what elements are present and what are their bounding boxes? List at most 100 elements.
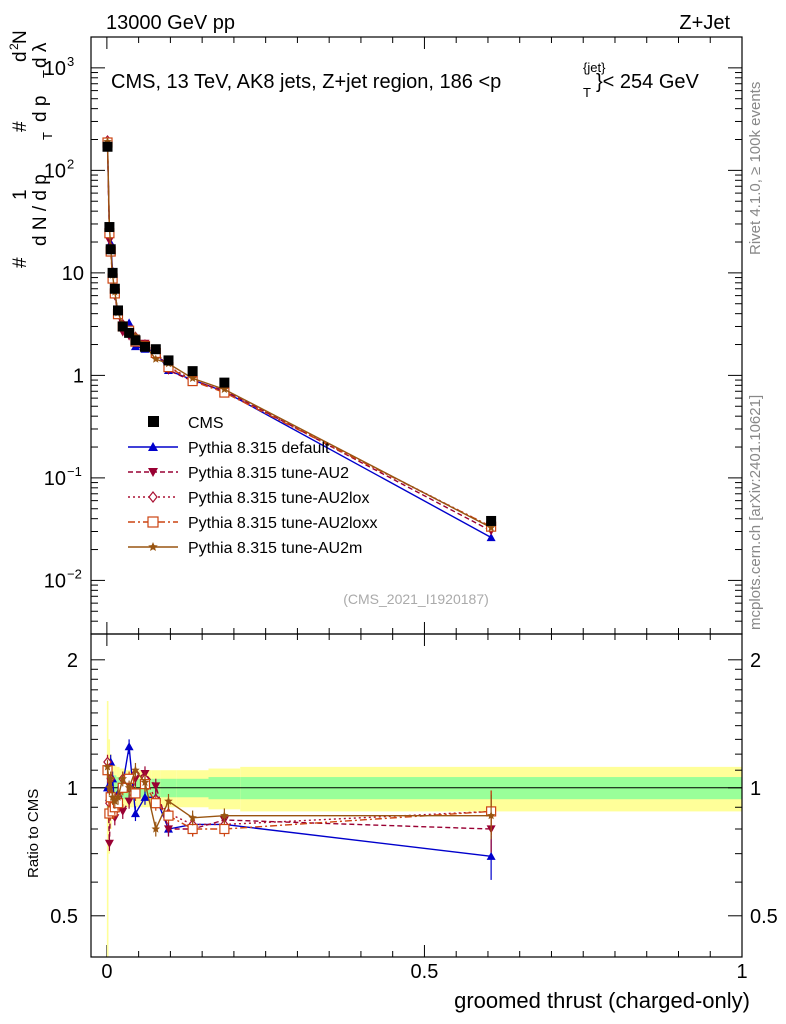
y-tick-exponent: −2: [67, 566, 82, 581]
ratio-tick-label-right: 1: [750, 778, 761, 800]
x-tick-label: 0: [101, 961, 112, 983]
series-point-4: [188, 373, 197, 383]
y-tick-label: 10: [44, 570, 66, 592]
ratio-tick-label: 0.5: [50, 906, 78, 928]
ratio-point-1: [124, 797, 134, 806]
ratio-point-4: [164, 796, 173, 805]
data-point: [105, 244, 116, 255]
series-line-3: [106, 142, 492, 528]
side-label-top: Rivet 4.1.0, ≥ 100k events: [747, 82, 764, 255]
data-point: [109, 283, 120, 294]
ratio-point-4: [151, 824, 161, 833]
ratio-point-4: [110, 796, 120, 805]
ylabel-d2n-n: N: [10, 30, 31, 44]
ylabel-t2: T: [40, 70, 55, 78]
data-point: [219, 377, 230, 388]
y-axis-label: # 1 d N / d p T # d 2 N d p T d λ: [7, 30, 55, 268]
data-point: [130, 335, 141, 346]
x-tick-label: 1: [736, 961, 747, 983]
ylabel-dl: d λ: [30, 42, 51, 68]
ratio-point-4: [220, 811, 229, 820]
y-tick-label: 10: [44, 468, 66, 490]
ylabel-dn: d N / d p: [30, 174, 51, 246]
ratio-point-3: [163, 810, 174, 821]
ylabel-one: 1: [10, 189, 31, 200]
legend-label: Pythia 8.315 default: [188, 440, 330, 457]
data-point: [163, 355, 174, 366]
ratio-point-1: [163, 825, 173, 834]
ratio-frame: [90, 633, 743, 958]
legend-marker-data: [148, 416, 159, 427]
title-sup: {jet}: [583, 60, 606, 75]
series-point-0: [486, 532, 496, 542]
series-point-4: [220, 384, 229, 393]
ratio-point-3: [219, 823, 230, 835]
legend-marker: [147, 516, 159, 528]
y-tick-label: 10: [44, 58, 66, 80]
legend-marker: [148, 542, 158, 552]
header-right: Z+Jet: [679, 12, 730, 34]
legend-marker: [148, 491, 158, 503]
ratio-point-4: [188, 813, 197, 822]
ylabel-t1: T: [40, 132, 55, 140]
ratio-point-4: [486, 811, 496, 820]
legend-label: CMS: [188, 415, 224, 432]
data-point: [187, 366, 198, 377]
ratio-point-4: [113, 792, 123, 801]
data-point: [150, 344, 161, 355]
analysis-id: (CMS_2021_I1920187): [343, 591, 489, 607]
data-point: [124, 327, 135, 338]
x-tick-label: 0.5: [411, 961, 439, 983]
data-point: [117, 321, 128, 332]
y-tick-exponent: −1: [67, 464, 82, 479]
x-axis-label: groomed thrust (charged-only): [454, 988, 750, 1013]
plot-title: CMS, 13 TeV, AK8 jets, Z+jet region, 186…: [111, 60, 700, 100]
data-point: [486, 515, 497, 526]
data-point: [102, 141, 113, 152]
ylabel-d2n-d: d: [10, 51, 31, 62]
ylabel-hash2: #: [10, 121, 31, 132]
ratio-point-3: [150, 798, 161, 809]
ratio-point-0: [130, 809, 140, 818]
y-tick-label: 10: [62, 263, 84, 285]
ratio-point-4: [140, 777, 150, 786]
ratio-point-0: [140, 792, 150, 801]
series-point-4: [486, 523, 496, 532]
ratio-y-label: Ratio to CMS: [25, 789, 42, 878]
ratio-point-4: [103, 762, 112, 771]
data-point: [139, 341, 150, 352]
data-point: [107, 267, 118, 278]
ratio-point-3: [130, 788, 141, 799]
ratio-point-4: [105, 783, 114, 792]
ylabel-d2n-sq: 2: [7, 43, 21, 50]
ratio-point-4: [106, 774, 115, 783]
data-point: [112, 305, 123, 316]
y-tick-label: 10: [44, 160, 66, 182]
ratio-point-0: [124, 742, 134, 751]
legend-label: Pythia 8.315 tune-AU2m: [188, 540, 362, 557]
legend-marker: [148, 442, 158, 451]
legend-marker: [148, 468, 158, 477]
legend: CMS Pythia 8.315 default Pythia 8.315 tune…: [128, 415, 377, 557]
title-sub: T: [583, 85, 591, 100]
ratio-tick-label: 2: [67, 650, 78, 672]
series-point-1: [104, 236, 114, 245]
data-point: [104, 222, 115, 233]
ratio-tick-label: 1: [67, 778, 78, 800]
ratio-point-4: [131, 765, 140, 774]
title-main: CMS, 13 TeV, AK8 jets, Z+jet region, 186…: [111, 71, 501, 93]
ratio-point-1: [151, 782, 161, 791]
ratio-tick-label-right: 2: [750, 650, 761, 672]
side-label-bottom: mcplots.cern.ch [arXiv:2401.10621]: [747, 395, 764, 630]
ratio-point-3: [187, 823, 198, 835]
ratio-point-1: [118, 807, 128, 816]
title-tail: }< 254 GeV: [596, 71, 700, 93]
ratio-point-0: [486, 851, 496, 860]
legend-label: Pythia 8.315 tune-AU2loxx: [188, 515, 377, 532]
band-outer: [106, 701, 109, 957]
ratio-point-4: [118, 774, 128, 783]
y-tick-label: 1: [73, 365, 84, 387]
ratio-panel: 0 0.5 1 2 2 1 1 0.5 0.5: [50, 633, 778, 983]
legend-label: Pythia 8.315 tune-AU2lox: [188, 490, 369, 507]
